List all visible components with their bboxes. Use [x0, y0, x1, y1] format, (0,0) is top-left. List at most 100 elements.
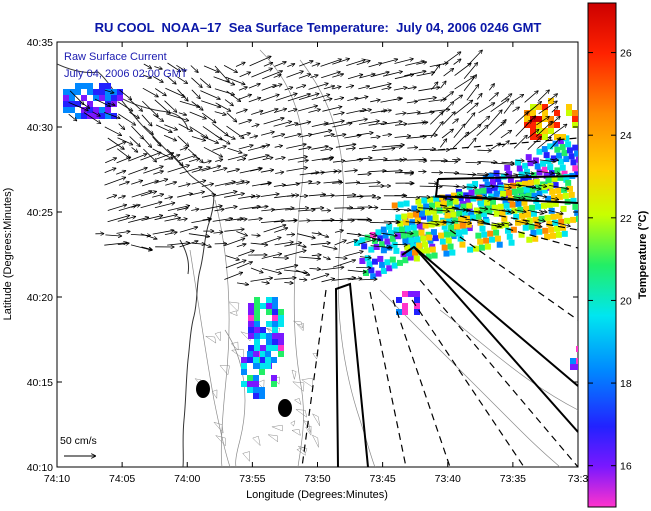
sst-cell [272, 333, 278, 339]
sst-cell [254, 309, 260, 315]
current-vector [143, 125, 154, 135]
current-vector [368, 123, 387, 126]
current-vector [463, 62, 478, 79]
sst-cell [377, 255, 384, 262]
sst-cell [536, 116, 542, 122]
sst-cell [574, 150, 578, 157]
current-vector [356, 133, 374, 136]
sst-cell [278, 345, 284, 351]
current-vector [286, 144, 306, 149]
sst-cell [549, 188, 556, 195]
current-vector [537, 220, 546, 222]
current-vector [500, 94, 512, 103]
current-vector [406, 137, 426, 139]
current-vector [501, 162, 515, 163]
current-vector [500, 130, 512, 139]
channel-dashed-9 [301, 289, 327, 467]
contour-line [229, 310, 238, 317]
current-vector [369, 233, 377, 236]
current-vector [163, 134, 177, 141]
sst-cell [574, 171, 578, 178]
current-vector [164, 155, 180, 161]
sst-cell [272, 309, 278, 315]
current-vector [371, 148, 395, 152]
current-vector [225, 255, 240, 260]
sst-cell [493, 190, 500, 197]
x-tick-label: 74:00 [174, 473, 200, 485]
sst-cell [570, 364, 576, 370]
current-vector [551, 221, 571, 226]
sst-cell [247, 357, 253, 363]
current-vector [131, 125, 143, 139]
sst-cell [545, 195, 552, 202]
current-vector [261, 282, 270, 283]
sst-cell [272, 327, 278, 333]
current-vector [515, 111, 529, 124]
sst-cell [541, 166, 548, 173]
current-vector [547, 94, 558, 102]
sst-cell [531, 192, 538, 199]
contour-line [267, 434, 279, 443]
current-vector [260, 221, 285, 223]
current-vector [261, 209, 275, 211]
current-vector [407, 87, 417, 89]
sst-cell [420, 235, 427, 242]
sst-cell [266, 339, 272, 345]
sst-cell [536, 148, 543, 155]
sst-cell [536, 104, 542, 110]
current-vector [274, 62, 287, 67]
current-vector [154, 88, 166, 96]
sst-cell [489, 199, 496, 206]
sst-cell [272, 303, 278, 309]
sst-cell [522, 162, 529, 169]
current-vector [250, 243, 268, 245]
current-vector [199, 78, 211, 87]
current-vector [275, 93, 298, 101]
current-vector [430, 82, 438, 90]
current-vector [235, 109, 248, 114]
sst-cell [105, 83, 111, 89]
sst-cell [402, 303, 408, 309]
current-vector [287, 221, 298, 222]
sst-cell [554, 225, 561, 232]
sst-cell [260, 363, 266, 369]
sst-cell [248, 327, 254, 333]
sst-cell [379, 241, 386, 248]
sst-cell [456, 210, 463, 217]
sst-cell [400, 232, 407, 239]
sst-cell [525, 192, 532, 199]
sst-cell [464, 198, 471, 205]
current-vector [346, 60, 365, 66]
current-vector [189, 192, 205, 196]
current-vector [393, 209, 412, 210]
legend-line-2: July 04, 2006 02:00 GMT [64, 68, 188, 80]
current-vector [225, 218, 243, 222]
current-vector [189, 111, 207, 119]
sst-cell [572, 165, 578, 172]
sst-cell [247, 351, 253, 357]
current-vector [332, 74, 344, 78]
sst-cell [271, 357, 277, 363]
sst-cell [484, 181, 491, 188]
sst-cell [510, 226, 517, 233]
sst-cell [266, 333, 272, 339]
current-vector [177, 193, 193, 198]
current-vector [178, 184, 190, 188]
sst-cell [93, 113, 99, 119]
current-vector [548, 210, 563, 214]
sst-cell [580, 209, 586, 215]
current-vector [154, 99, 171, 114]
current-vector [118, 182, 130, 186]
current-vector [393, 244, 407, 245]
sst-cell [404, 244, 411, 251]
current-vector [418, 197, 431, 198]
sst-cell [426, 234, 433, 241]
sst-cell [393, 247, 400, 254]
current-vector [285, 123, 298, 127]
sst-cell [371, 258, 378, 265]
current-vector [394, 59, 414, 64]
current-vector [213, 232, 223, 233]
sst-cell [480, 206, 487, 213]
sst-cell [361, 243, 368, 250]
